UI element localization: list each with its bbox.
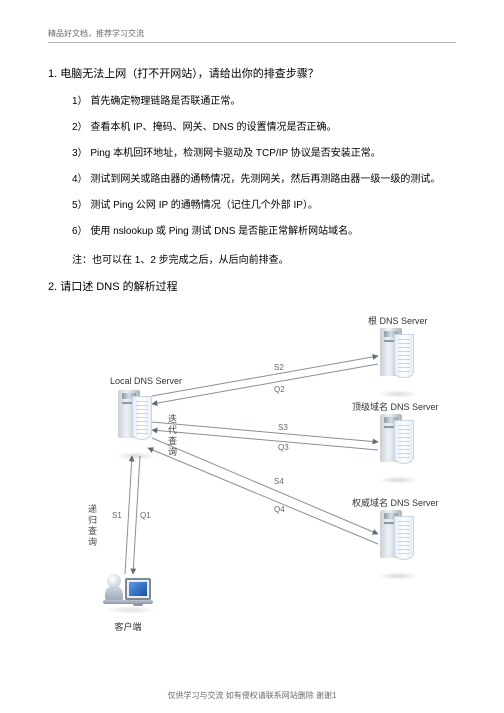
step-6-num: 6） [72, 226, 88, 237]
svg-text:S1: S1 [112, 511, 122, 520]
iterative-query-label: 迭代查询 [166, 414, 179, 458]
tld-dns-server-icon [380, 414, 414, 480]
step-2-num: 2） [72, 122, 88, 133]
q1-text: 电脑无法上网（打不开网站），请给出你的排查步骤？ [60, 68, 319, 80]
step-3-num: 3） [72, 148, 88, 159]
svg-text:Q1: Q1 [140, 511, 151, 520]
auth-dns-label: 权威域名 DNS Server [352, 496, 439, 509]
page-number: 1 [332, 691, 336, 700]
step-1: 1） 首先确定物理链路是否联通正常。 [72, 95, 456, 109]
svg-text:S4: S4 [274, 477, 284, 486]
question-1: 1. 电脑无法上网（打不开网站），请给出你的排查步骤？ [48, 65, 456, 81]
local-dns-server-icon [118, 390, 152, 456]
step-4-text: 测试到网关或路由器的通畅情况，先测网关，然后再测路由器一级一级的测试。 [90, 174, 440, 185]
step-1-text: 首先确定物理链路是否联通正常。 [90, 96, 240, 107]
dns-diagram: S2 Q2 S3 Q3 S4 Q4 S1 Q1 Local DNS Server… [48, 304, 456, 644]
client-icon: 客户端 [88, 574, 168, 633]
step-6: 6） 使用 nslookup 或 Ping 测试 DNS 是否能正常解析网站域名… [72, 225, 456, 239]
svg-text:Q3: Q3 [278, 443, 289, 452]
root-dns-label: 根 DNS Server [368, 314, 428, 327]
step-4: 4） 测试到网关或路由器的通畅情况，先测网关，然后再测路由器一级一级的测试。 [72, 173, 456, 187]
step-5: 5） 测试 Ping 公网 IP 的通畅情况（记住几个外部 IP）。 [72, 199, 456, 213]
note-text: 注：也可以在 1、2 步完成之后，从后向前排查。 [72, 251, 456, 266]
svg-text:S3: S3 [278, 423, 288, 432]
step-6-text: 使用 nslookup 或 Ping 测试 DNS 是否能正常解析网站域名。 [90, 226, 358, 237]
step-3: 3） Ping 本机回环地址，检测网卡驱动及 TCP/IP 协议是否安装正常。 [72, 147, 456, 161]
page-header-text: 精品好文档，推荐学习交流 [48, 28, 456, 43]
svg-text:Q2: Q2 [274, 385, 285, 394]
step-2-text: 查看本机 IP、掩码、网关、DNS 的设置情况是否正确。 [90, 122, 336, 133]
client-label: 客户端 [88, 620, 168, 633]
recursive-query-label: 递归查询 [86, 504, 99, 548]
question-2: 2. 请口述 DNS 的解析过程 [48, 278, 456, 294]
step-4-num: 4） [72, 174, 88, 185]
svg-text:S2: S2 [274, 363, 284, 372]
page-footer: 仅供学习与交流 如有侵权请联系网站删除 谢谢1 [0, 690, 504, 701]
tld-dns-label: 顶级域名 DNS Server [352, 400, 439, 413]
step-1-num: 1） [72, 96, 88, 107]
step-2: 2） 查看本机 IP、掩码、网关、DNS 的设置情况是否正确。 [72, 121, 456, 135]
svg-text:Q4: Q4 [274, 505, 285, 514]
step-5-num: 5） [72, 200, 88, 211]
auth-dns-server-icon [380, 510, 414, 576]
root-dns-server-icon [380, 328, 414, 394]
q2-number: 2. [48, 281, 57, 293]
footer-text: 仅供学习与交流 如有侵权请联系网站删除 谢谢 [168, 691, 332, 700]
step-3-text: Ping 本机回环地址，检测网卡驱动及 TCP/IP 协议是否安装正常。 [90, 148, 380, 159]
local-dns-label: Local DNS Server [110, 376, 182, 386]
q1-number: 1. [48, 68, 57, 80]
q2-text: 请口述 DNS 的解析过程 [60, 281, 177, 293]
step-5-text: 测试 Ping 公网 IP 的通畅情况（记住几个外部 IP）。 [90, 200, 318, 211]
